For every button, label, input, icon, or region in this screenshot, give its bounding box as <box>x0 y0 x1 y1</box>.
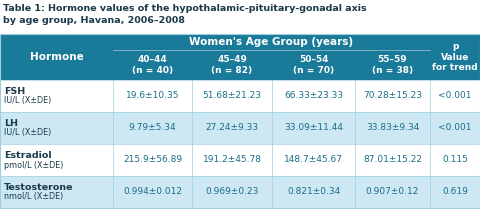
Text: <0.001: <0.001 <box>438 123 472 133</box>
Text: 9.79±5.34: 9.79±5.34 <box>129 123 176 133</box>
Text: 33.83±9.34: 33.83±9.34 <box>366 123 419 133</box>
Text: IU/L (X±DE): IU/L (X±DE) <box>4 128 51 138</box>
Text: 215.9±56.89: 215.9±56.89 <box>123 156 182 164</box>
Bar <box>0 80 480 112</box>
Text: pmol/L (X±DE): pmol/L (X±DE) <box>4 161 63 169</box>
Text: Women's Age Group (years): Women's Age Group (years) <box>190 37 354 47</box>
Text: LH: LH <box>4 120 18 128</box>
Bar <box>0 112 480 144</box>
Text: Testosterone: Testosterone <box>4 184 73 192</box>
Text: nmol/L (X±DE): nmol/L (X±DE) <box>4 192 63 202</box>
Text: by age group, Havana, 2006–2008: by age group, Havana, 2006–2008 <box>3 16 185 25</box>
Text: 0.994±0.012: 0.994±0.012 <box>123 187 182 197</box>
Text: 27.24±9.33: 27.24±9.33 <box>205 123 259 133</box>
Text: 50–54
(n = 70): 50–54 (n = 70) <box>293 55 334 75</box>
Bar <box>430 34 480 80</box>
Text: Table 1: Hormone values of the hypothalamic-pituitary-gonadal axis: Table 1: Hormone values of the hypothala… <box>3 4 367 13</box>
Bar <box>0 144 480 176</box>
Bar <box>0 34 113 80</box>
Text: p
Value
for trend: p Value for trend <box>432 42 478 72</box>
Text: Hormone: Hormone <box>30 52 84 62</box>
Text: 33.09±11.44: 33.09±11.44 <box>284 123 343 133</box>
Text: 19.6±10.35: 19.6±10.35 <box>126 92 179 100</box>
Text: 45–49
(n = 82): 45–49 (n = 82) <box>211 55 252 75</box>
Text: 51.68±21.23: 51.68±21.23 <box>203 92 262 100</box>
Bar <box>355 50 430 80</box>
Text: 70.28±15.23: 70.28±15.23 <box>363 92 422 100</box>
Text: <0.001: <0.001 <box>438 92 472 100</box>
Text: Estradiol: Estradiol <box>4 151 52 161</box>
Bar <box>192 50 272 80</box>
Text: 0.907±0.12: 0.907±0.12 <box>366 187 419 197</box>
Bar <box>0 176 480 208</box>
Bar <box>0 0 480 34</box>
Text: 0.969±0.23: 0.969±0.23 <box>205 187 259 197</box>
Text: 0.619: 0.619 <box>442 187 468 197</box>
Bar <box>113 34 430 50</box>
Text: IU/L (X±DE): IU/L (X±DE) <box>4 97 51 105</box>
Text: 148.7±45.67: 148.7±45.67 <box>284 156 343 164</box>
Text: 66.33±23.33: 66.33±23.33 <box>284 92 343 100</box>
Text: 191.2±45.78: 191.2±45.78 <box>203 156 262 164</box>
Text: 87.01±15.22: 87.01±15.22 <box>363 156 422 164</box>
Bar <box>272 50 355 80</box>
Text: FSH: FSH <box>4 87 25 97</box>
Text: 0.821±0.34: 0.821±0.34 <box>287 187 340 197</box>
Text: 40–44
(n = 40): 40–44 (n = 40) <box>132 55 173 75</box>
Text: 55–59
(n = 38): 55–59 (n = 38) <box>372 55 413 75</box>
Text: 0.115: 0.115 <box>442 156 468 164</box>
Bar <box>113 50 192 80</box>
